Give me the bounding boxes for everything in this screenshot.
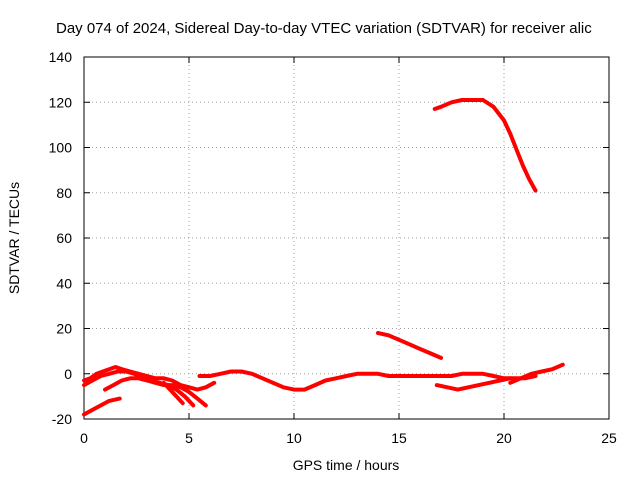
series-line-1 (82, 365, 217, 392)
y-tick-label: 0 (64, 366, 72, 382)
y-tick-label: 140 (49, 49, 73, 65)
x-tick-label: 20 (496, 430, 512, 446)
chart-title: Day 074 of 2024, Sidereal Day-to-day VTE… (56, 20, 592, 37)
plot-frame (83, 56, 610, 420)
series-line-2 (82, 369, 196, 408)
x-tick-label: 10 (286, 430, 302, 446)
x-tick-label: 5 (185, 430, 193, 446)
y-tick-label: -20 (52, 411, 72, 427)
y-tick-label: 100 (49, 140, 73, 156)
x-tick-label: 15 (391, 430, 407, 446)
y-tick-label: 20 (56, 321, 72, 337)
series-line-7 (508, 362, 565, 385)
x-axis-label: GPS time / hours (293, 457, 400, 473)
y-tick-label: 60 (56, 230, 72, 246)
x-tick-label: 0 (80, 430, 88, 446)
y-tick-label: 40 (56, 275, 72, 291)
y-tick-label: 120 (49, 94, 73, 110)
series-line-9 (432, 98, 538, 193)
series-line-3 (103, 376, 208, 408)
tick-layer: 0 5 10 15 20 25 -20 0 20 40 60 80 100 120 140 (49, 49, 617, 446)
series-line-5 (197, 369, 538, 392)
x-tick-label: 25 (601, 430, 617, 446)
series-line-8 (376, 331, 443, 360)
grid-layer (84, 57, 609, 419)
series-line-4 (161, 380, 185, 406)
y-axis-label: SDTVAR / TECUs (6, 182, 22, 294)
series-line-0 (82, 396, 122, 417)
y-tick-label: 80 (56, 185, 72, 201)
series-line-6 (434, 376, 513, 392)
series-layer (82, 98, 565, 417)
